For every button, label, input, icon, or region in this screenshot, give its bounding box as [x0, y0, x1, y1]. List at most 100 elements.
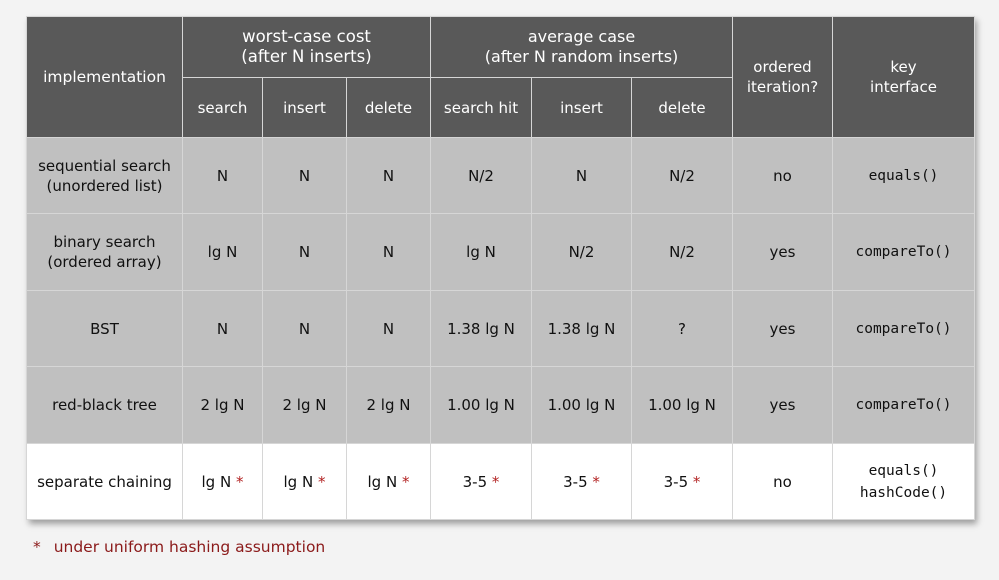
- cost-cell: 1.38 lg N: [531, 290, 632, 367]
- key-interface-cell: compareTo(): [832, 213, 975, 291]
- row-implementation-cell: BST: [26, 290, 183, 367]
- header-ordered-iteration: ordered iteration?: [732, 16, 833, 138]
- cost-value: 1.00 lg N: [547, 396, 616, 414]
- cost-value: 2 lg N: [282, 396, 327, 414]
- cost-cell: N: [182, 137, 263, 214]
- hashing-assumption-star: *: [235, 472, 244, 491]
- subheader-avg-delete: delete: [631, 77, 733, 138]
- cost-cell: N: [346, 213, 431, 291]
- row-implementation-cell: binary search (ordered array): [26, 213, 183, 291]
- symbol-table-comparison-table: implementation worst-case cost (after N …: [26, 16, 975, 520]
- header-worst-case: worst-case cost (after N inserts): [182, 16, 431, 78]
- key-interface-method: compareTo(): [855, 244, 952, 260]
- key-interface-cell: equals() hashCode(): [832, 443, 975, 520]
- cost-value: 1.00 lg N: [648, 396, 716, 414]
- cost-value: N: [382, 243, 395, 261]
- ordered-iteration-cell: yes: [732, 290, 833, 367]
- subheader-worst-delete: delete: [346, 77, 431, 138]
- cost-value: N: [382, 319, 395, 338]
- header-ordered-line1: ordered: [753, 58, 812, 76]
- header-worst-case-line2: (after N inserts): [241, 47, 372, 66]
- cost-cell: lg N *: [262, 443, 347, 520]
- subheader-worst-search: search: [182, 77, 263, 138]
- cost-cell: 1.00 lg N: [531, 366, 632, 444]
- implementation-name-line: separate chaining: [37, 472, 172, 491]
- cost-cell: N: [346, 290, 431, 367]
- cost-value: lg N: [207, 243, 238, 261]
- implementation-name-line: binary search: [53, 233, 156, 251]
- key-interface-cell: compareTo(): [832, 290, 975, 367]
- header-key-interface: key interface: [832, 16, 975, 138]
- cost-value: 2 lg N: [200, 396, 245, 414]
- cost-value: N: [575, 166, 588, 185]
- header-key-line1: key: [890, 58, 917, 76]
- hashing-assumption-star: *: [692, 472, 701, 491]
- cost-value: ?: [678, 319, 686, 338]
- header-ordered-line2: iteration?: [746, 78, 819, 96]
- implementation-name-line: red-black tree: [52, 396, 157, 414]
- header-key-line2: interface: [870, 78, 937, 96]
- cost-cell: 1.00 lg N: [631, 366, 733, 444]
- table-row: BST N N N 1.38 lg N 1.38 lg N? yes compareTo(): [26, 290, 975, 367]
- table-row: sequential search (unordered list) N N N N/2 N…: [26, 137, 975, 214]
- cost-value: 1.00 lg N: [447, 396, 515, 414]
- cost-value: 3-5: [462, 472, 488, 491]
- ordered-iteration-cell: yes: [732, 366, 833, 444]
- cost-cell: N: [346, 137, 431, 214]
- hashing-assumption-star: *: [317, 472, 326, 491]
- comparison-table-wrapper: implementation worst-case cost (after N …: [26, 16, 975, 520]
- cost-value: N/2: [468, 166, 494, 185]
- cost-value: 1.38 lg N: [447, 319, 515, 338]
- cost-value: 1.38 lg N: [547, 319, 616, 338]
- cost-cell: lg N *: [346, 443, 431, 520]
- cost-value: N: [216, 166, 229, 185]
- cost-cell: lg N: [430, 213, 532, 291]
- key-interface-cell: compareTo(): [832, 366, 975, 444]
- cost-cell: N: [531, 137, 632, 214]
- cost-value: lg N: [201, 472, 232, 491]
- cost-value: N: [382, 166, 395, 185]
- ordered-iteration-cell: yes: [732, 213, 833, 291]
- cost-cell: N/2: [631, 213, 733, 291]
- cost-value: N: [298, 319, 311, 338]
- key-interface-method: equals(): [868, 167, 939, 184]
- cost-cell: lg N *: [182, 443, 263, 520]
- table-row: separate chaining lg N * lg N * lg N * 3-5 *…: [26, 443, 975, 520]
- hashing-assumption-star: *: [401, 472, 410, 491]
- implementation-name-line: (unordered list): [46, 176, 163, 195]
- cost-value: N: [216, 319, 229, 338]
- cost-cell: 1.00 lg N: [430, 366, 532, 444]
- table-row: red-black tree 2 lg N 2 lg N 2 lg N 1.00 lg …: [26, 366, 975, 444]
- cost-value: 2 lg N: [366, 396, 411, 414]
- row-implementation-cell: red-black tree: [26, 366, 183, 444]
- subheader-worst-insert: insert: [262, 77, 347, 138]
- footnote-text: under uniform hashing assumption: [53, 538, 326, 556]
- cost-cell: 2 lg N: [182, 366, 263, 444]
- cost-value: N/2: [568, 243, 595, 261]
- cost-cell: 1.38 lg N: [430, 290, 532, 367]
- cost-value: N: [298, 243, 311, 261]
- cost-cell: 2 lg N: [346, 366, 431, 444]
- footnote: * under uniform hashing assumption: [33, 538, 325, 556]
- cost-cell: N: [182, 290, 263, 367]
- cost-value: 3-5: [563, 472, 588, 491]
- header-average-case-line2: (after N random inserts): [484, 47, 679, 66]
- cost-cell: N/2: [531, 213, 632, 291]
- cost-value: 3-5: [663, 472, 689, 491]
- header-worst-case-line1: worst-case cost: [242, 27, 371, 46]
- header-implementation: implementation: [26, 16, 183, 138]
- subheader-avg-insert: insert: [531, 77, 632, 138]
- key-interface-method: hashCode(): [859, 484, 948, 501]
- cost-cell: 3-5 *: [631, 443, 733, 520]
- cost-value: lg N: [466, 243, 496, 261]
- cost-cell: 2 lg N: [262, 366, 347, 444]
- footnote-star: *: [33, 538, 41, 556]
- key-interface-method: equals(): [868, 462, 939, 479]
- row-implementation-cell: separate chaining: [26, 443, 183, 520]
- ordered-iteration-cell: no: [732, 443, 833, 520]
- implementation-name-line: BST: [90, 319, 119, 338]
- key-interface-method: compareTo(): [855, 320, 952, 337]
- key-interface-cell: equals(): [832, 137, 975, 214]
- ordered-iteration-cell: no: [732, 137, 833, 214]
